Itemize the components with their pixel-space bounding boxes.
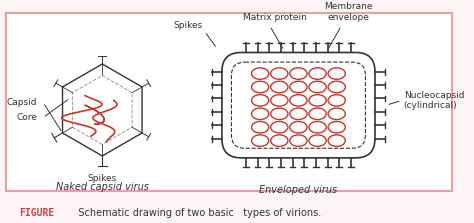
Text: Schematic drawing of two basic   types of virions.: Schematic drawing of two basic types of … [69, 209, 321, 218]
Text: Core: Core [16, 113, 37, 122]
FancyBboxPatch shape [222, 52, 375, 158]
Ellipse shape [328, 135, 346, 146]
Text: Matrix protein: Matrix protein [243, 13, 307, 22]
Ellipse shape [252, 95, 269, 106]
Ellipse shape [290, 135, 307, 146]
Ellipse shape [252, 135, 269, 146]
Ellipse shape [328, 122, 346, 133]
Text: Nucleocapsid
(cylindrical): Nucleocapsid (cylindrical) [404, 91, 464, 110]
Ellipse shape [252, 108, 269, 120]
Ellipse shape [309, 122, 326, 133]
Text: FIGURE: FIGURE [19, 209, 55, 218]
Ellipse shape [252, 68, 269, 79]
Ellipse shape [271, 68, 288, 79]
Ellipse shape [309, 95, 326, 106]
Ellipse shape [290, 68, 307, 79]
Ellipse shape [309, 135, 326, 146]
Ellipse shape [328, 68, 346, 79]
Ellipse shape [271, 108, 288, 120]
Ellipse shape [252, 122, 269, 133]
Ellipse shape [309, 68, 326, 79]
Text: Spikes: Spikes [88, 174, 117, 183]
Ellipse shape [290, 81, 307, 93]
Ellipse shape [271, 95, 288, 106]
Ellipse shape [271, 122, 288, 133]
Ellipse shape [290, 108, 307, 120]
Ellipse shape [328, 81, 346, 93]
Ellipse shape [328, 95, 346, 106]
Text: Capsid: Capsid [7, 98, 37, 107]
Text: Spikes: Spikes [173, 21, 203, 29]
Ellipse shape [290, 95, 307, 106]
Text: Enveloped virus: Enveloped virus [259, 185, 337, 195]
Text: Naked capsid virus: Naked capsid virus [56, 182, 149, 192]
Ellipse shape [309, 81, 326, 93]
Ellipse shape [271, 135, 288, 146]
Ellipse shape [309, 108, 326, 120]
FancyBboxPatch shape [6, 13, 452, 191]
Ellipse shape [328, 108, 346, 120]
Text: Membrane
envelope: Membrane envelope [324, 2, 373, 22]
Ellipse shape [271, 81, 288, 93]
FancyBboxPatch shape [231, 62, 365, 148]
Ellipse shape [290, 122, 307, 133]
Ellipse shape [252, 81, 269, 93]
